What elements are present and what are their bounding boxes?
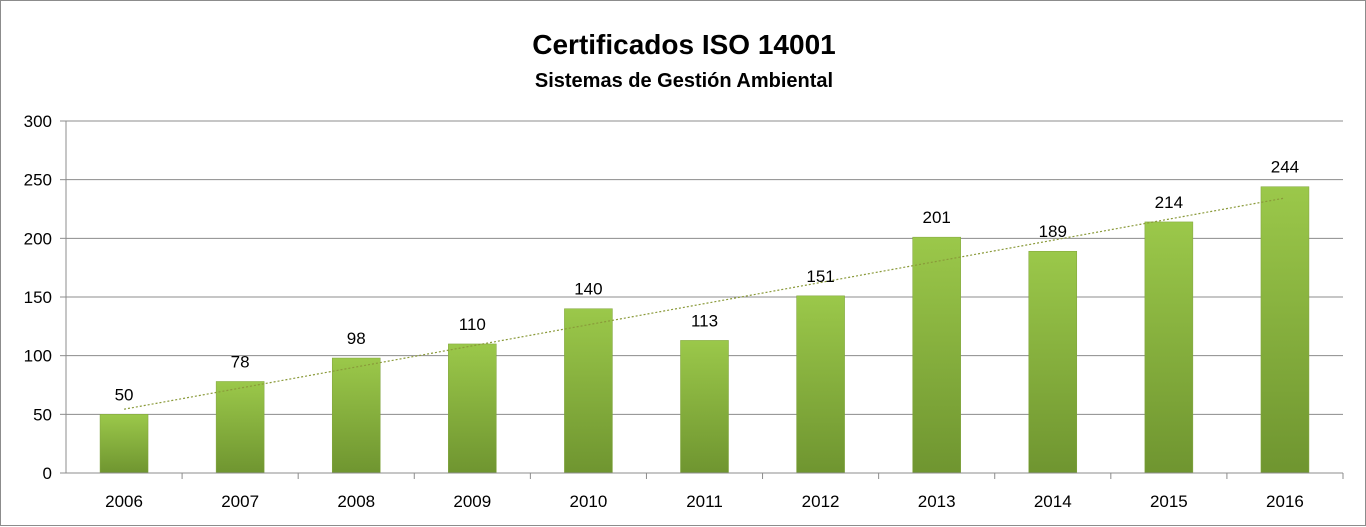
- x-tick-label: 2013: [918, 492, 956, 511]
- bar-2008: [331, 357, 381, 474]
- trendline-group: [123, 197, 1286, 410]
- data-label: 110: [459, 315, 486, 334]
- y-tick-label: 250: [24, 171, 52, 190]
- data-label: 189: [1039, 222, 1067, 241]
- chart-subtitle: Sistemas de Gestión Ambiental: [535, 70, 833, 92]
- axes: [60, 120, 1344, 479]
- x-tick-label: 2007: [221, 492, 259, 511]
- gridlines: [66, 120, 1343, 415]
- y-tick-label: 50: [33, 405, 52, 424]
- x-tick-label: 2006: [105, 492, 143, 511]
- bar-2009: [448, 343, 497, 474]
- y-tick-label: 200: [24, 229, 52, 248]
- trendline: [123, 197, 1286, 410]
- y-tick-label: 100: [24, 347, 52, 366]
- data-label: 78: [231, 352, 250, 371]
- chart-title: Certificados ISO 14001: [532, 29, 835, 60]
- data-label: 151: [806, 267, 834, 286]
- x-tick-label: 2014: [1034, 492, 1072, 511]
- x-tick-label: 2009: [453, 492, 491, 511]
- bar-2007: [215, 381, 265, 474]
- data-label: 98: [347, 329, 366, 348]
- labels: 0 50 100 150 200 250 300 2006 50 2007 78 2008 98 2009…: [24, 112, 1304, 511]
- bar-2014: [1028, 250, 1078, 474]
- y-tick-label: 300: [24, 112, 52, 131]
- data-label: 50: [115, 385, 134, 404]
- y-tick-label: 150: [24, 288, 52, 307]
- x-tick-label: 2015: [1150, 492, 1188, 511]
- y-tick-label: 0: [43, 464, 52, 483]
- bar-2011: [680, 340, 729, 474]
- data-label: 201: [922, 208, 950, 227]
- bars: [99, 186, 1310, 474]
- data-label: 214: [1155, 193, 1183, 212]
- bar-2010: [564, 308, 613, 474]
- bar-2006: [99, 414, 149, 474]
- data-label: 113: [691, 311, 718, 330]
- bar-2013: [912, 236, 961, 474]
- x-tick-label: 2012: [802, 492, 840, 511]
- data-label: 140: [574, 280, 602, 299]
- x-tick-label: 2008: [337, 492, 375, 511]
- bar-2015: [1144, 221, 1194, 474]
- bar-2016: [1260, 186, 1310, 474]
- x-tick-label: 2010: [569, 492, 607, 511]
- data-label: 244: [1271, 158, 1299, 177]
- x-tick-label: 2016: [1266, 492, 1304, 511]
- bar-2012: [796, 295, 845, 474]
- x-tick-label: 2011: [686, 492, 723, 511]
